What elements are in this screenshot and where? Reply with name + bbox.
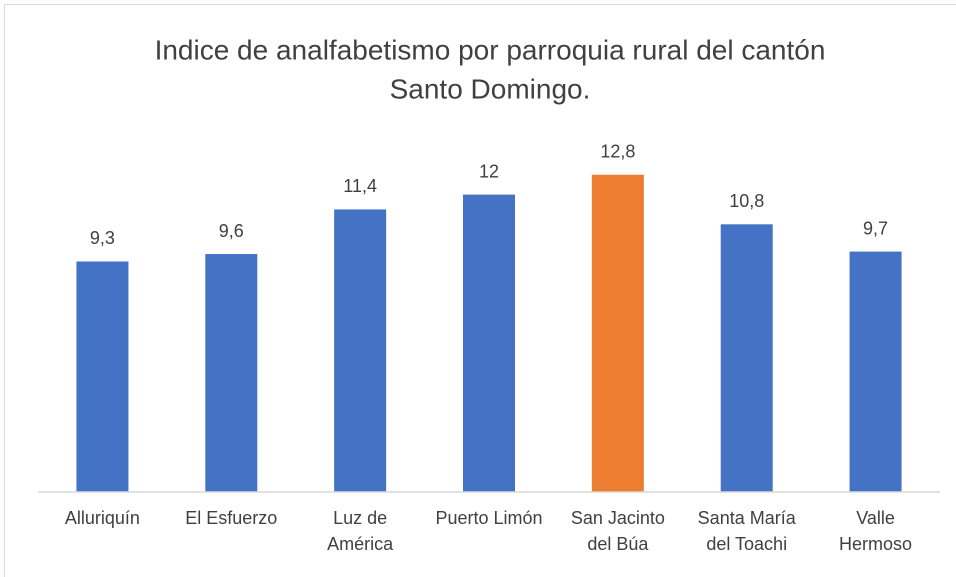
bar <box>334 209 387 492</box>
bar <box>849 251 902 492</box>
bar <box>205 254 258 492</box>
bar <box>720 224 773 493</box>
x-tick-label: Puerto Limón <box>435 508 542 528</box>
data-label: 12,8 <box>600 141 635 161</box>
data-label: 10,8 <box>729 191 764 211</box>
data-label: 9,6 <box>219 221 244 241</box>
x-tick-label: Luz de América <box>327 508 394 554</box>
x-tick-label: Alluriquín <box>65 508 140 528</box>
bar <box>463 194 515 493</box>
chart-title: Indice de analfabetismo por parroquia ru… <box>155 34 826 65</box>
chart-title: Santo Domingo. <box>390 73 591 104</box>
data-label: 12 <box>479 161 499 181</box>
data-label: 9,3 <box>90 228 115 248</box>
x-tick-label: San Jacinto del Búa <box>571 508 665 554</box>
bar <box>591 174 644 492</box>
x-tick-label: El Esfuerzo <box>185 508 277 528</box>
x-tick-label: Valle Hermoso <box>839 508 912 554</box>
data-label: 9,7 <box>863 218 888 238</box>
data-label: 11,4 <box>343 176 377 196</box>
bar <box>76 261 129 492</box>
x-tick-label: Santa María del Toachi <box>698 508 797 554</box>
